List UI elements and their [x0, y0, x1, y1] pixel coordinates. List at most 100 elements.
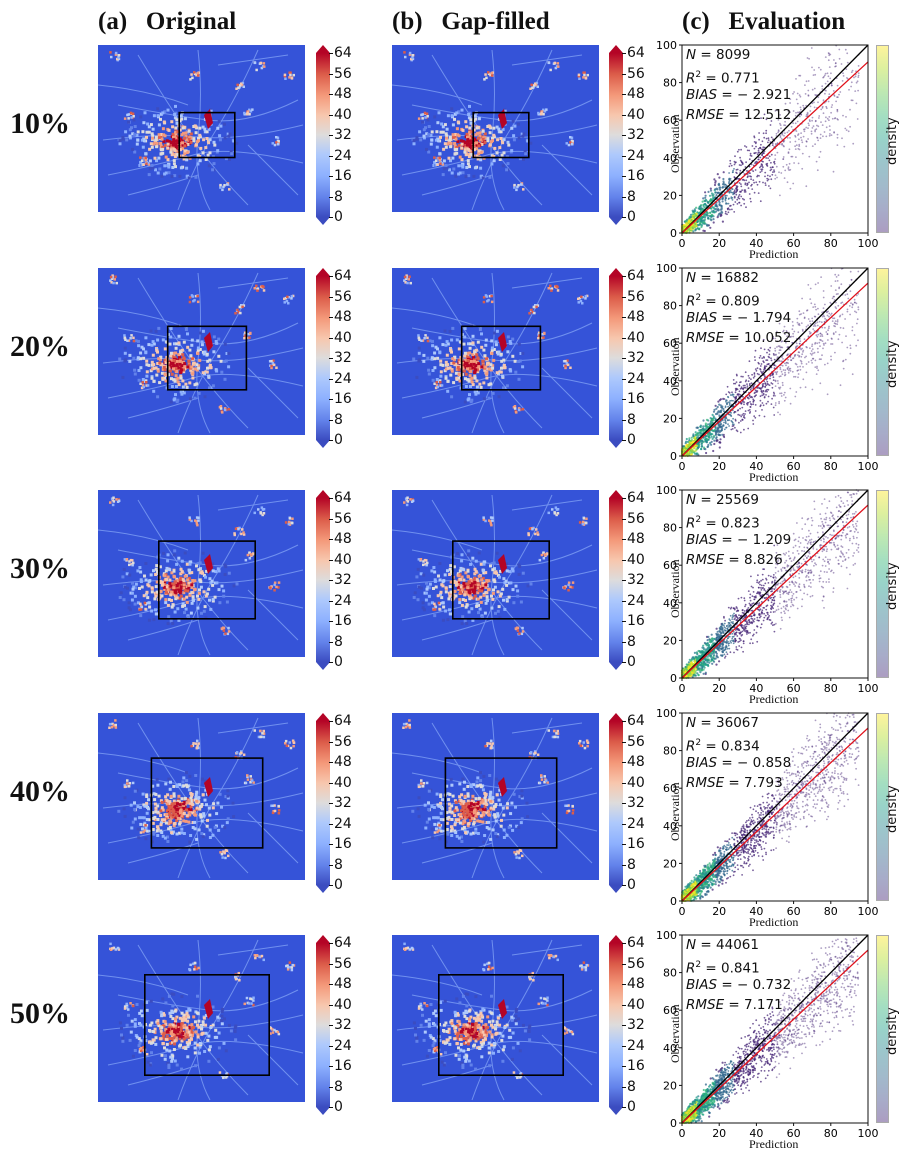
scatter-point [757, 574, 759, 577]
scatter-point [816, 335, 819, 338]
scatter-point [822, 99, 825, 102]
scatter-panel: 0 20 40 60 80 100 0 20 40 60 80 100 [656, 484, 879, 695]
scatter-point [768, 618, 771, 621]
scatter-point [822, 296, 825, 299]
scatter-point [732, 640, 735, 642]
scatter-point [832, 332, 835, 334]
scatter-point [809, 532, 812, 535]
scatter-point [767, 582, 770, 584]
scatter-point [811, 519, 814, 522]
scatter-point [758, 616, 761, 619]
scatter-point [731, 208, 733, 211]
scatter-point [764, 385, 766, 388]
scatter-point [779, 392, 781, 395]
scatter-point [771, 605, 773, 608]
stat-n: N = 8099 [686, 47, 751, 63]
x-tick-label: 40 [749, 682, 763, 695]
scatter-point [824, 303, 826, 306]
scatter-point [803, 317, 806, 320]
scatter-point [756, 153, 759, 156]
scatter-point [809, 110, 812, 112]
scatter-point [799, 359, 802, 362]
scatter-point [784, 120, 786, 123]
scatter-point [748, 181, 750, 184]
scatter-point [749, 154, 752, 157]
scatter-point [845, 533, 848, 535]
scatter-point [835, 548, 838, 550]
scatter-point [779, 366, 782, 369]
scatter-point [825, 550, 828, 553]
scatter-point [776, 151, 779, 154]
scatter-point [721, 643, 725, 646]
scatter-point [822, 595, 825, 597]
scatter-point [799, 106, 802, 109]
scatter-point [786, 604, 788, 606]
scatter-point [798, 313, 801, 316]
scatter-point [797, 373, 800, 375]
scatter-point [749, 631, 751, 634]
scatter-point [724, 198, 727, 201]
scatter-point [695, 659, 698, 662]
scatter-point [708, 194, 712, 197]
scatter-point [773, 544, 776, 547]
colorbar-tick-label: 24 [329, 370, 352, 387]
colorbar-tick-label: 48 [622, 754, 645, 770]
scatter-point [836, 109, 839, 111]
scatter-point [771, 582, 773, 584]
scatter-point [735, 646, 738, 648]
scatter-point [834, 62, 837, 64]
colorbar-tick-label: 64 [329, 268, 352, 284]
scatter-point [796, 120, 799, 123]
stat-r2: R2 = 0.771 [686, 70, 760, 87]
scatter-point [801, 297, 803, 300]
scatter-point [733, 168, 735, 170]
scatter-point [738, 637, 741, 640]
scatter-point [741, 179, 744, 181]
scatter-point [806, 111, 809, 114]
scatter-point [826, 571, 828, 573]
scatter-point [756, 625, 758, 628]
scatter-point [788, 162, 791, 165]
scatter-point [806, 518, 809, 521]
scatter-point [837, 515, 839, 518]
scatter-point [740, 415, 743, 418]
scatter-point [814, 94, 817, 96]
scatter-point [809, 120, 811, 123]
scatter-point [744, 620, 747, 622]
y-tick-label: 100 [656, 39, 677, 52]
scatter-point [787, 117, 790, 120]
scatter-point [787, 362, 789, 365]
scatter-point [738, 384, 741, 387]
scatter-point [798, 351, 801, 354]
scatter-point [857, 308, 860, 311]
scatter-point [776, 583, 779, 586]
scatter-point [845, 514, 848, 517]
scatter-point [787, 151, 790, 154]
scatter-point [793, 354, 796, 357]
scatter-point [833, 544, 836, 547]
scatter-point [796, 565, 799, 568]
scatter-point [771, 621, 774, 624]
scatter-point [758, 602, 761, 604]
scatter-point [733, 618, 736, 621]
scatter-point [793, 598, 795, 601]
scatter-point [702, 197, 705, 200]
scatter-point [795, 363, 798, 366]
scatter-point [792, 604, 795, 607]
scatter-point [753, 614, 756, 616]
scatter-point [800, 570, 803, 573]
scatter-point [840, 511, 842, 513]
scatter-point [736, 649, 739, 651]
scatter-point [756, 608, 759, 611]
scatter-point [816, 137, 819, 139]
scatter-point [718, 434, 722, 437]
scatter-point [776, 176, 778, 179]
scatter-point [823, 741, 826, 743]
scatter-point [796, 796, 798, 799]
scatter-point [831, 320, 834, 322]
scatter-point [852, 537, 855, 540]
scatter-point [841, 80, 844, 82]
scatter-point [751, 642, 754, 645]
scatter-point [792, 552, 794, 554]
scatter-point [843, 555, 846, 558]
